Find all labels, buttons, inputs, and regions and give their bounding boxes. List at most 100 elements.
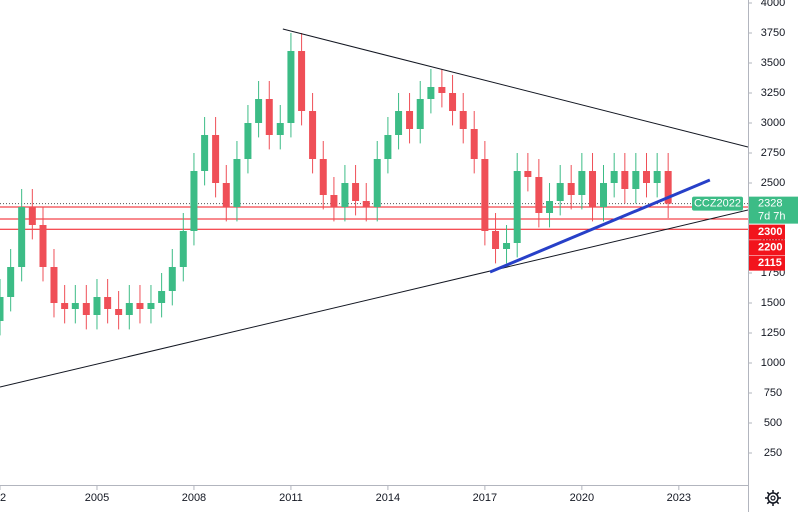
candle-body — [578, 171, 586, 195]
candle-body — [664, 171, 672, 204]
candle-body — [104, 297, 112, 309]
candle-body — [244, 123, 252, 159]
candle-body — [61, 303, 69, 309]
candle-body — [168, 267, 176, 291]
trend-line — [489, 178, 711, 274]
candle-body — [287, 51, 295, 123]
candle-body — [395, 111, 403, 135]
candle-body — [352, 183, 360, 201]
candle-body — [50, 267, 58, 303]
candle-body — [492, 231, 500, 249]
candle-body — [190, 171, 198, 231]
x-tick-label: 2005 — [85, 492, 109, 504]
y-tick-label: 4000 — [761, 0, 785, 9]
candle-body — [136, 303, 144, 309]
candle-body — [535, 177, 543, 213]
countdown: 7d 7h — [758, 211, 786, 223]
candle-body — [600, 183, 608, 207]
candle-body — [653, 171, 661, 183]
y-tick-label: 2750 — [761, 147, 785, 159]
candle-body — [125, 303, 133, 315]
x-tick-label: 2011 — [279, 492, 303, 504]
x-tick-label: 2017 — [473, 492, 497, 504]
candle-body — [0, 297, 4, 321]
candle-body — [384, 135, 392, 159]
candle-body — [621, 171, 629, 189]
candle-body — [201, 135, 209, 171]
level-label-box — [749, 255, 785, 271]
y-tick-label: 3500 — [761, 57, 785, 69]
y-tick-label: 3750 — [761, 27, 785, 39]
x-tick-label: 02 — [0, 492, 6, 504]
last-price-box — [749, 196, 798, 224]
last-price-label: 2328 — [758, 198, 782, 210]
trend-line — [282, 28, 748, 148]
candle-body — [546, 201, 554, 213]
candle-body — [233, 159, 241, 207]
plot-area — [0, 28, 748, 388]
candle-body — [459, 111, 467, 129]
settings-icon[interactable] — [765, 490, 781, 506]
x-tick-label: 2023 — [667, 492, 691, 504]
candle-body — [82, 303, 90, 315]
candle-body — [309, 111, 317, 159]
candle-body — [362, 201, 370, 207]
symbol-tag-bg — [692, 196, 743, 211]
candle-body — [265, 99, 273, 135]
candle-body — [298, 51, 306, 111]
y-tick-label: 2500 — [761, 177, 785, 189]
level-label: 2300 — [758, 226, 782, 238]
candle-body — [416, 99, 424, 129]
candle-body — [158, 291, 166, 303]
level-label-box — [749, 240, 785, 256]
level-label: 2115 — [758, 257, 782, 269]
candle-body — [470, 129, 478, 159]
trend-line — [0, 209, 748, 388]
candle-body — [610, 171, 618, 183]
y-tick-label: 1500 — [761, 297, 785, 309]
candle-body — [222, 183, 230, 207]
candle-body — [71, 303, 79, 309]
y-tick-label: 1000 — [761, 357, 785, 369]
candle-body — [276, 123, 284, 135]
candle-body — [255, 99, 263, 123]
candle-body — [18, 207, 26, 267]
candle-body — [642, 171, 650, 183]
candle-body — [179, 231, 187, 267]
candle-body — [589, 171, 597, 207]
y-tick-label: 500 — [764, 417, 782, 429]
y-tick-label: 3250 — [761, 87, 785, 99]
candle-body — [7, 267, 15, 297]
candle-body — [373, 159, 381, 207]
candle-body — [319, 159, 327, 195]
x-tick-label: 2014 — [376, 492, 400, 504]
candle-body — [341, 183, 349, 207]
x-tick-label: 2020 — [570, 492, 594, 504]
candle-body — [567, 183, 575, 195]
level-label-box — [749, 224, 785, 240]
candle-body — [115, 309, 123, 315]
candle-body — [513, 171, 521, 243]
y-tick-label: 750 — [764, 387, 782, 399]
candle-body — [503, 243, 511, 249]
candle-body — [147, 303, 155, 309]
candle-body — [481, 159, 489, 231]
candle-body — [524, 171, 532, 177]
candle-body — [93, 297, 101, 315]
candle-body — [330, 195, 338, 207]
candle-body — [632, 171, 640, 189]
candle-body — [449, 93, 457, 111]
candle-body — [406, 111, 414, 129]
level-label: 2200 — [758, 242, 782, 254]
symbol-tag: CCZ2022 — [694, 198, 741, 210]
candle-body — [28, 207, 36, 225]
candle-body — [39, 225, 47, 267]
candle-body — [427, 87, 435, 99]
x-tick-label: 2008 — [182, 492, 206, 504]
candle-body — [212, 135, 220, 183]
y-tick-label: 3000 — [761, 117, 785, 129]
y-tick-label: 250 — [764, 447, 782, 459]
candle-body — [556, 183, 564, 201]
